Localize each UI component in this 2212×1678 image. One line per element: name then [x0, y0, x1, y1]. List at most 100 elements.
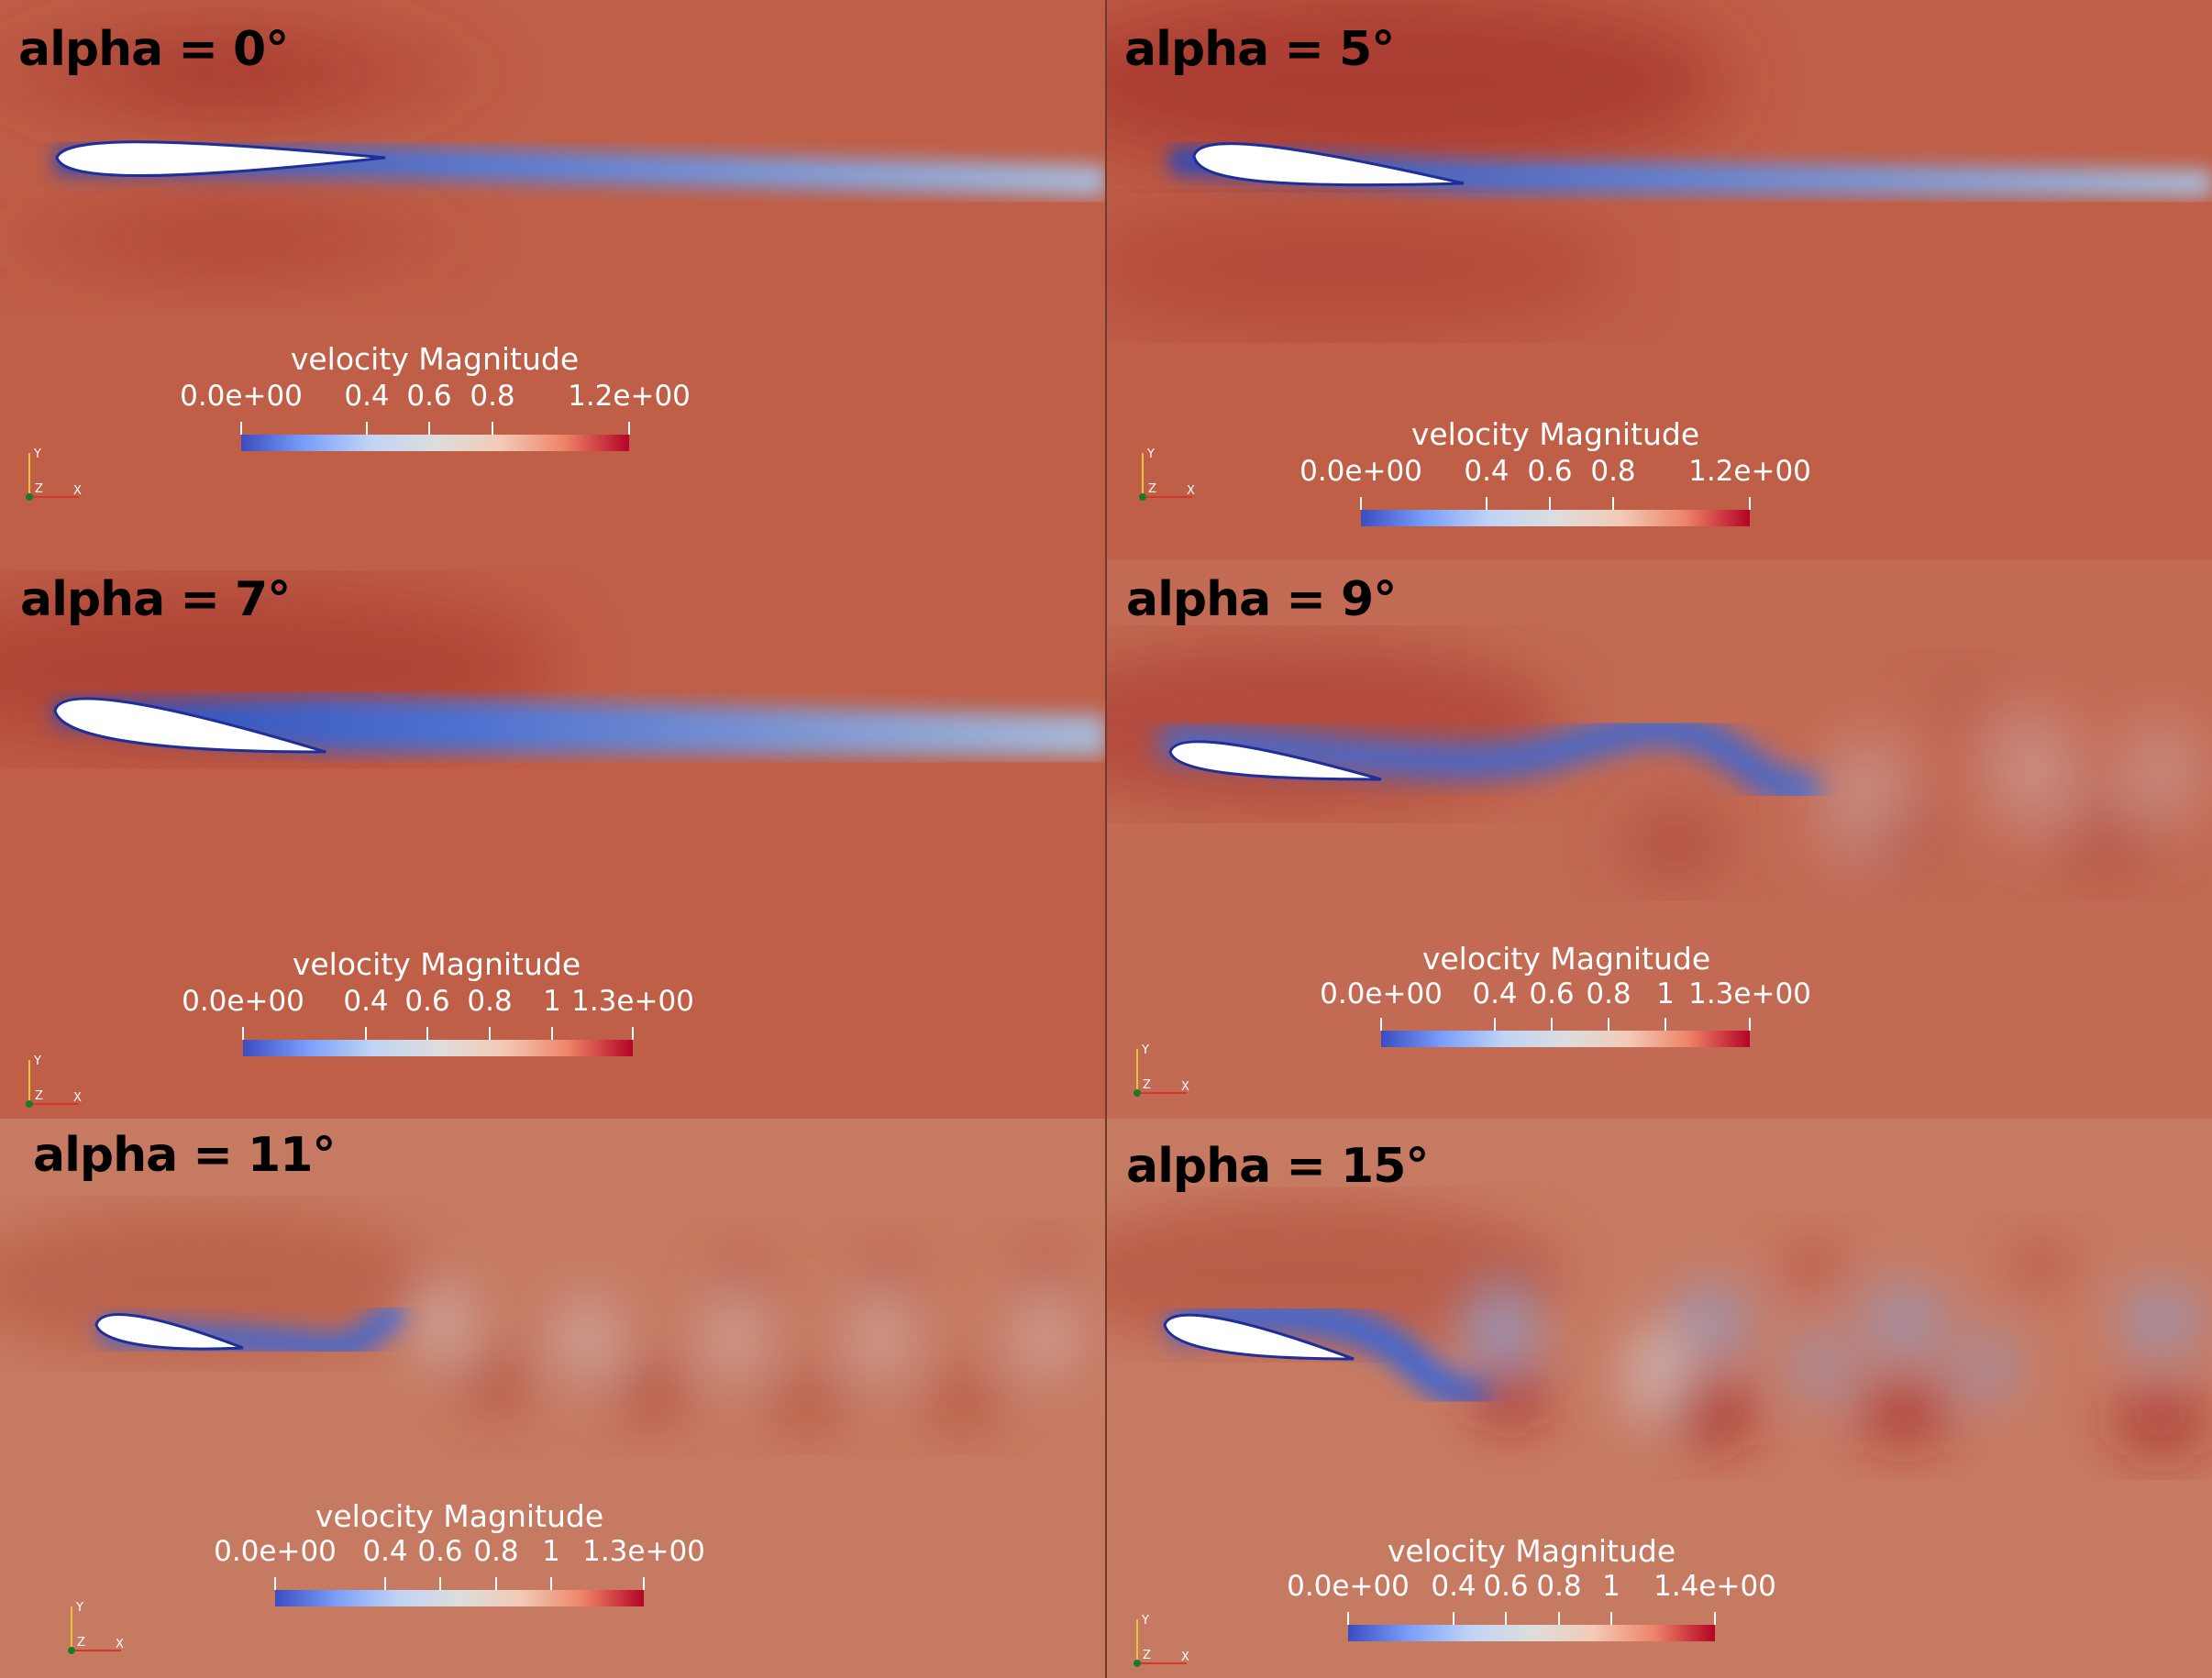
- colorbar-tick-label: 0.0e+00: [1320, 977, 1443, 1010]
- airfoil-shape: [94, 1313, 244, 1351]
- panel-alpha-0: alpha = 0° velocity Magnitude 0.0e+00 0.…: [0, 0, 1106, 559]
- colorbar-tick: [365, 1027, 367, 1040]
- colorbar-tick-label: 1: [1602, 1570, 1620, 1603]
- colorbar-tick-label: 1.4e+00: [1653, 1570, 1776, 1603]
- panel-alpha-11: alpha = 11° velocity Magnitude 0.0e+00 0…: [0, 1119, 1106, 1678]
- colorbar-tick: [1749, 497, 1751, 510]
- colorbar-tick: [1551, 1018, 1553, 1031]
- colorbar-tick: [495, 1577, 497, 1590]
- panel-title: alpha = 9°: [1126, 572, 1397, 627]
- colorbar-tick: [240, 422, 242, 435]
- colorbar-tick-label: 0.4: [344, 380, 390, 413]
- high-speed-region-bottom: [0, 174, 504, 303]
- axis-label-y: Y: [34, 447, 41, 461]
- colorbar-tick: [1714, 1612, 1716, 1625]
- colorbar-tick: [628, 422, 630, 435]
- velocity-field-alpha-9: [1106, 642, 2197, 880]
- panel-alpha-5: alpha = 5° velocity Magnitude 0.0e+00 0.…: [1106, 0, 2212, 559]
- colorbar-tick: [1610, 1612, 1612, 1625]
- axis-label-y: Y: [1142, 1043, 1149, 1057]
- colorbar-tick-label: 0.0e+00: [180, 380, 303, 413]
- orientation-axes-spacer-14: [1106, 0, 1170, 55]
- colorbar-title: velocity Magnitude: [1387, 1533, 1676, 1569]
- wake: [55, 697, 1106, 756]
- panel-alpha-7: alpha = 7° velocity Magnitude 0.0e+00 0.…: [0, 559, 1106, 1119]
- axis-label-z: Z: [1143, 1649, 1151, 1662]
- axes-triad-icon: [68, 1606, 121, 1654]
- velocity-field-alpha-15: [1106, 1201, 2211, 1458]
- colorbar-tick-label: 0.4: [1431, 1570, 1477, 1603]
- colorbar-tick-label: 1: [1656, 977, 1675, 1010]
- vortex-wake: [1166, 1298, 1492, 1411]
- colorbar-tick: [242, 1027, 244, 1040]
- axis-label-y: Y: [76, 1601, 83, 1615]
- axis-label-x: X: [1181, 1650, 1189, 1664]
- colorbar-tick-label: 0.6: [404, 985, 450, 1018]
- axis-label-x: X: [1187, 484, 1195, 498]
- colorbar-tick-label: 1.2e+00: [568, 380, 691, 413]
- velocity-field-alpha-0: [0, 0, 1106, 303]
- airfoil-shape: [1163, 1313, 1355, 1361]
- vortex-street: [413, 1238, 1078, 1435]
- colorbar-tick-label: 0.0e+00: [214, 1535, 337, 1568]
- colorbar-tick: [1608, 1018, 1609, 1031]
- high-speed-region-top: [0, 0, 523, 156]
- colorbar-tick-label: 0.0e+00: [182, 985, 304, 1018]
- velocity-field-alpha-7: [0, 587, 1106, 756]
- colorbar-tick: [1612, 497, 1614, 510]
- orientation-axes: Y Z X: [62, 1601, 127, 1656]
- colorbar: [1381, 1031, 1750, 1047]
- high-speed-region-bottom: [1106, 202, 1620, 330]
- colorbar-tick: [1380, 1018, 1382, 1031]
- colorbar-tick-label: 1: [542, 1535, 560, 1568]
- colorbar-tick: [489, 1027, 491, 1040]
- axis-label-x: X: [73, 484, 82, 498]
- axes-triad-icon: [26, 1060, 79, 1108]
- colorbar-tick: [550, 1577, 552, 1590]
- axis-label-z: Z: [77, 1636, 85, 1650]
- panel-title: alpha = 0°: [18, 22, 289, 77]
- colorbar-tick: [492, 422, 493, 435]
- colorbar-tick-label: 1: [543, 985, 561, 1018]
- colorbar-tick-label: 0.0e+00: [1300, 455, 1422, 488]
- colorbar-tick: [274, 1577, 276, 1590]
- axis-label-z: Z: [1143, 1078, 1151, 1092]
- colorbar-tick: [632, 1027, 634, 1040]
- colorbar-tick-label: 0.6: [406, 380, 452, 413]
- airfoil-shape: [53, 697, 326, 754]
- colorbar: [241, 435, 629, 451]
- colorbar-tick: [366, 422, 368, 435]
- colorbar-tick-label: 0.6: [1529, 977, 1575, 1010]
- colorbar: [243, 1040, 633, 1056]
- vortex-street: [1620, 669, 2197, 880]
- colorbar-tick-label: 0.4: [362, 1535, 408, 1568]
- panel-title: alpha = 15°: [1126, 1139, 1429, 1194]
- velocity-field-alpha-11: [0, 1210, 1078, 1435]
- colorbar-tick: [439, 1577, 441, 1590]
- high-speed-region-top: [1106, 642, 1565, 807]
- orientation-axes-triad: Y Z X: [1134, 447, 1198, 502]
- colorbar-title: velocity Magnitude: [290, 341, 580, 377]
- colorbar-tick: [1749, 1018, 1751, 1031]
- colorbar-tick-label: 0.8: [467, 985, 513, 1018]
- colorbar-tick: [426, 1027, 428, 1040]
- panel-title: alpha = 11°: [33, 1128, 336, 1183]
- vertical-divider: [1105, 0, 1107, 1678]
- airfoil-shape: [1168, 740, 1382, 781]
- colorbar-tick-label: 0.4: [1472, 977, 1518, 1010]
- velocity-field-alpha-5: [1106, 0, 2212, 330]
- colorbar-tick-label: 0.8: [1590, 455, 1636, 488]
- axes-triad-icon: [1134, 1619, 1187, 1667]
- axes-triad-icon: [1134, 1049, 1187, 1097]
- colorbar-title: velocity Magnitude: [1410, 416, 1700, 452]
- colorbar-tick-label: 0.6: [1527, 455, 1573, 488]
- high-speed-region-top: [1106, 0, 1730, 174]
- colorbar-tick-label: 1.3e+00: [571, 985, 694, 1018]
- colorbar-tick: [551, 1027, 553, 1040]
- colorbar-tick-label: 1.2e+00: [1688, 455, 1811, 488]
- colorbar-tick: [1347, 1612, 1349, 1625]
- airfoil-shape: [55, 140, 386, 177]
- colorbar-tick: [1360, 497, 1362, 510]
- colorbar: [1348, 1625, 1715, 1641]
